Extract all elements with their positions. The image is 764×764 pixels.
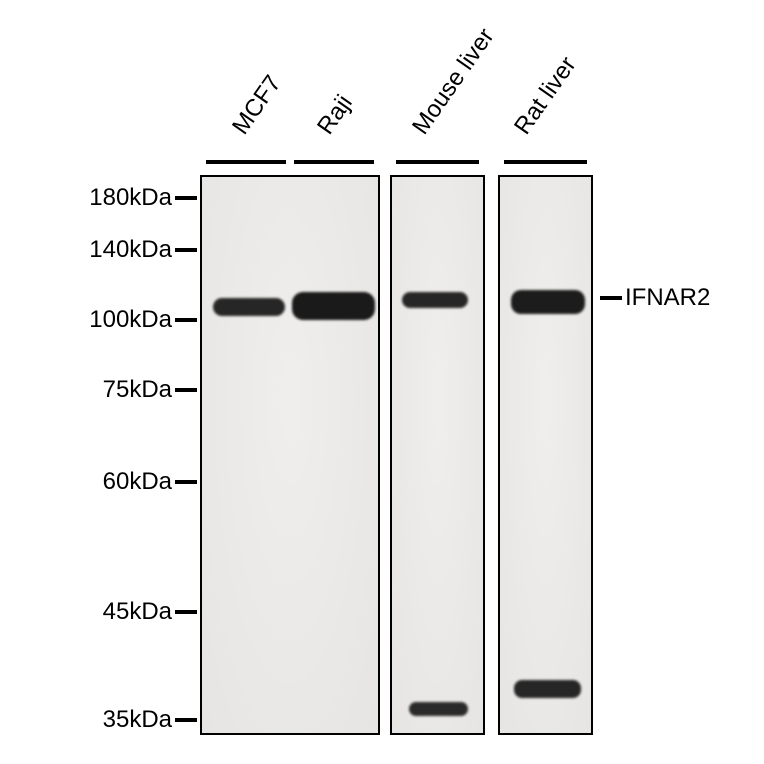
mw-tick bbox=[175, 718, 197, 722]
lane-underline-raji bbox=[294, 160, 374, 164]
lane-label-raji: Raji bbox=[312, 90, 359, 140]
lane-underline-mcf7 bbox=[206, 160, 286, 164]
mw-tick bbox=[175, 480, 197, 484]
mw-label: 180kDa bbox=[89, 184, 172, 212]
blot-panel-3 bbox=[498, 175, 593, 735]
mw-label: 60kDa bbox=[103, 468, 172, 496]
mw-tick bbox=[175, 248, 197, 252]
band bbox=[213, 298, 285, 316]
mw-label: 140kDa bbox=[89, 236, 172, 264]
band bbox=[514, 680, 581, 698]
mw-tick bbox=[175, 610, 197, 614]
band bbox=[409, 702, 468, 716]
mw-label: 45kDa bbox=[103, 598, 172, 626]
band bbox=[402, 292, 469, 308]
mw-tick bbox=[175, 318, 197, 322]
lane-label-mcf7: MCF7 bbox=[227, 70, 287, 140]
band bbox=[292, 292, 375, 320]
mw-label: 100kDa bbox=[89, 306, 172, 334]
lane-underline-mouse bbox=[396, 160, 479, 164]
lane-underline-rat bbox=[504, 160, 587, 164]
mw-tick bbox=[175, 388, 197, 392]
band bbox=[511, 290, 585, 314]
blot-panel-1 bbox=[200, 175, 380, 735]
lane-label-rat: Rat liver bbox=[509, 52, 582, 140]
mw-label: 75kDa bbox=[103, 376, 172, 404]
mw-label: 35kDa bbox=[103, 706, 172, 734]
target-tick bbox=[600, 296, 622, 300]
mw-tick bbox=[175, 196, 197, 200]
blot-panel-2 bbox=[390, 175, 485, 735]
target-label: IFNAR2 bbox=[625, 284, 710, 312]
lane-label-mouse: Mouse liver bbox=[407, 23, 500, 140]
western-blot-figure: MCF7 Raji Mouse liver Rat liver 180kDa 14… bbox=[0, 0, 764, 764]
